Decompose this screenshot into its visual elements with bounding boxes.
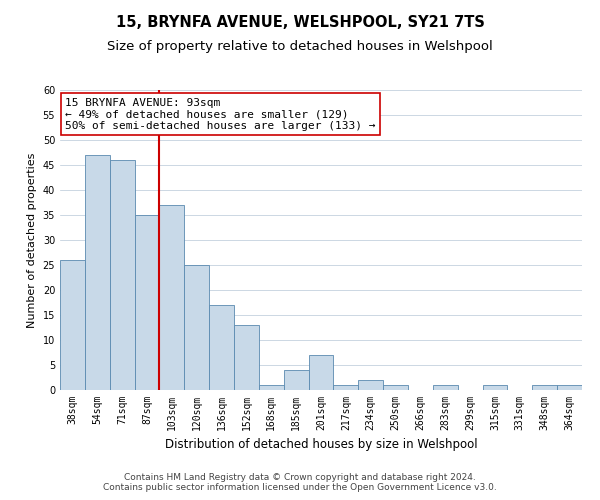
Bar: [160, 205, 184, 390]
Bar: [85, 155, 110, 390]
Bar: [234, 325, 259, 390]
Text: Size of property relative to detached houses in Welshpool: Size of property relative to detached ho…: [107, 40, 493, 53]
Text: 15 BRYNFA AVENUE: 93sqm
← 49% of detached houses are smaller (129)
50% of semi-d: 15 BRYNFA AVENUE: 93sqm ← 49% of detache…: [65, 98, 376, 130]
Bar: [482, 385, 508, 390]
Bar: [259, 385, 284, 390]
Bar: [383, 385, 408, 390]
Bar: [184, 265, 209, 390]
Bar: [358, 380, 383, 390]
Text: Contains HM Land Registry data © Crown copyright and database right 2024.
Contai: Contains HM Land Registry data © Crown c…: [103, 473, 497, 492]
Bar: [433, 385, 458, 390]
Y-axis label: Number of detached properties: Number of detached properties: [27, 152, 37, 328]
Bar: [60, 260, 85, 390]
X-axis label: Distribution of detached houses by size in Welshpool: Distribution of detached houses by size …: [164, 438, 478, 452]
Bar: [110, 160, 134, 390]
Bar: [284, 370, 308, 390]
Bar: [557, 385, 582, 390]
Bar: [308, 355, 334, 390]
Bar: [134, 215, 160, 390]
Text: 15, BRYNFA AVENUE, WELSHPOOL, SY21 7TS: 15, BRYNFA AVENUE, WELSHPOOL, SY21 7TS: [116, 15, 484, 30]
Bar: [532, 385, 557, 390]
Bar: [334, 385, 358, 390]
Bar: [209, 305, 234, 390]
